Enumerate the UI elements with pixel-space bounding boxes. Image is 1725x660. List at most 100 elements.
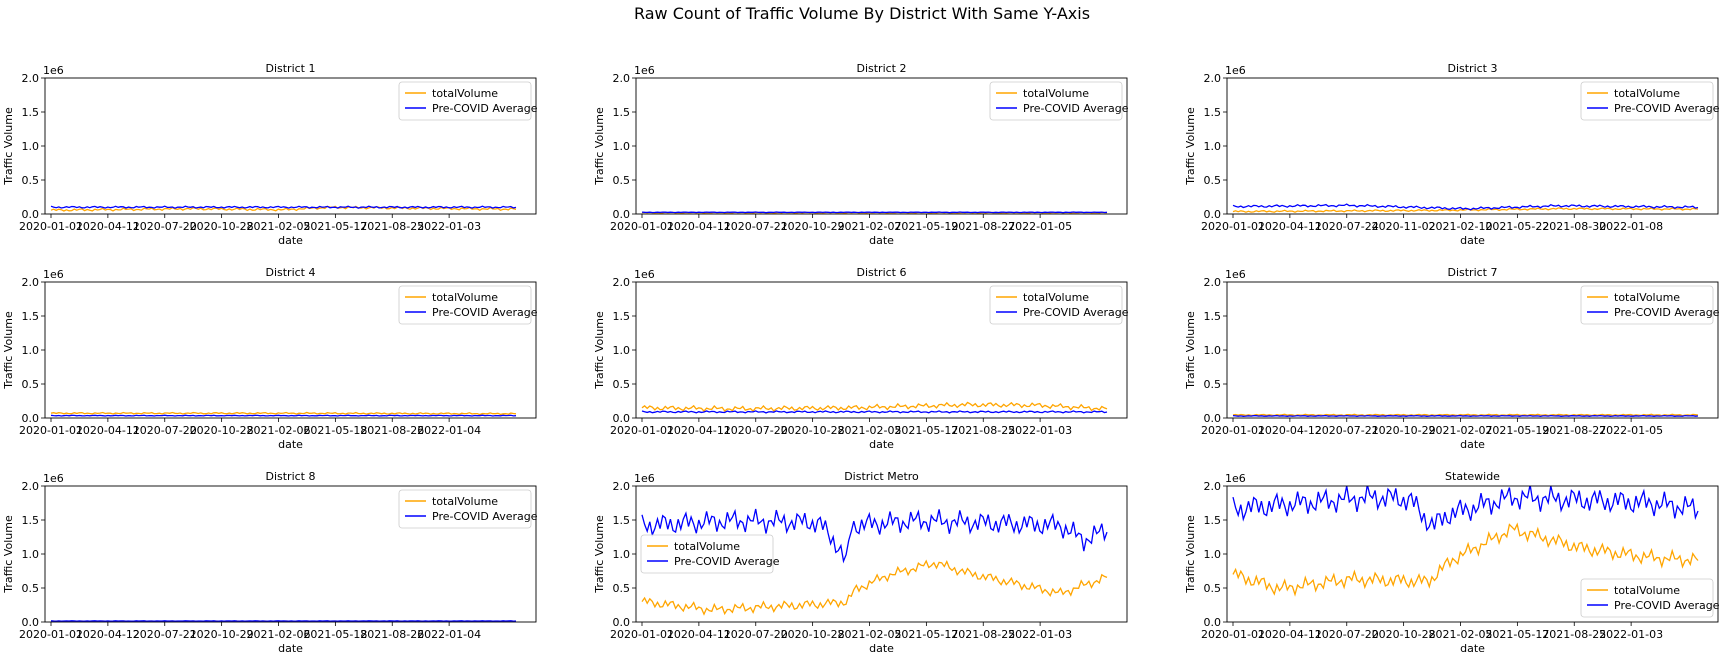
x-tick-label: 2020-01-01 bbox=[610, 628, 674, 641]
y-tick-label: 2.0 bbox=[22, 72, 40, 85]
y-tick-label: 1.5 bbox=[613, 310, 631, 323]
y-tick-label: 0.5 bbox=[22, 582, 40, 595]
y-tick-label: 0.0 bbox=[22, 616, 40, 629]
legend-box bbox=[398, 489, 532, 529]
subplot-title: District 1 bbox=[265, 62, 315, 75]
x-tick-label: 2020-01-01 bbox=[610, 424, 674, 437]
legend: totalVolume Pre-COVID Average bbox=[640, 534, 780, 574]
series-line bbox=[1232, 207, 1699, 213]
legend: totalVolume Pre-COVID Average bbox=[1580, 578, 1720, 618]
y-tick-label: 0.0 bbox=[22, 208, 40, 221]
x-tick-label: 2020-07-20 bbox=[724, 628, 788, 641]
subplot-title: District 7 bbox=[1447, 266, 1497, 279]
legend-label: totalVolume bbox=[432, 291, 498, 304]
legend-label: totalVolume bbox=[1023, 291, 1089, 304]
x-tick-label: 2020-04-12 bbox=[76, 628, 140, 641]
x-tick-label: 2022-01-04 bbox=[417, 424, 481, 437]
x-tick-label: 2020-07-21 bbox=[133, 628, 197, 641]
x-tick-label: 2020-07-20 bbox=[133, 220, 197, 233]
legend-label: Pre-COVID Average bbox=[1023, 306, 1129, 319]
y-tick-label: 2.0 bbox=[613, 480, 631, 493]
series-line bbox=[50, 205, 517, 209]
y-offset-label: 1e6 bbox=[1225, 64, 1246, 77]
subplot: District 60.00.51.01.52.01e62020-01-0120… bbox=[593, 266, 1129, 451]
y-offset-label: 1e6 bbox=[43, 472, 64, 485]
y-tick-label: 0.5 bbox=[613, 378, 631, 391]
y-tick-label: 1.0 bbox=[1204, 140, 1222, 153]
x-tick-label: 2020-10-28 bbox=[781, 424, 845, 437]
x-tick-label: 2021-08-27 bbox=[1542, 424, 1606, 437]
x-tick-label: 2021-02-06 bbox=[247, 628, 311, 641]
x-tick-label: 2020-10-28 bbox=[1372, 628, 1436, 641]
legend-label: Pre-COVID Average bbox=[432, 510, 538, 523]
y-offset-label: 1e6 bbox=[634, 472, 655, 485]
y-tick-label: 1.0 bbox=[613, 548, 631, 561]
subplot-title: District 4 bbox=[265, 266, 315, 279]
legend-label: Pre-COVID Average bbox=[1614, 306, 1720, 319]
x-tick-label: 2022-01-03 bbox=[1008, 424, 1072, 437]
y-tick-label: 0.5 bbox=[1204, 378, 1222, 391]
y-tick-label: 1.5 bbox=[1204, 310, 1222, 323]
legend-box bbox=[989, 285, 1123, 325]
x-tick-label: 2021-02-05 bbox=[247, 220, 311, 233]
x-tick-label: 2020-10-29 bbox=[190, 628, 254, 641]
legend: totalVolume Pre-COVID Average bbox=[989, 81, 1129, 121]
x-axis-label: date bbox=[278, 234, 303, 247]
legend: totalVolume Pre-COVID Average bbox=[398, 489, 538, 529]
x-tick-label: 2020-07-20 bbox=[724, 424, 788, 437]
x-tick-label: 2020-10-29 bbox=[781, 220, 845, 233]
x-axis-label: date bbox=[1460, 234, 1485, 247]
legend-label: totalVolume bbox=[1614, 584, 1680, 597]
x-tick-label: 2020-10-28 bbox=[190, 220, 254, 233]
legend-label: Pre-COVID Average bbox=[674, 555, 780, 568]
subplot-title: District 2 bbox=[856, 62, 906, 75]
y-axis-label: Traffic Volume bbox=[593, 515, 606, 594]
x-tick-label: 2021-08-25 bbox=[360, 220, 424, 233]
x-tick-label: 2021-08-27 bbox=[951, 220, 1015, 233]
x-tick-label: 2020-01-01 bbox=[1201, 220, 1265, 233]
x-tick-label: 2021-05-18 bbox=[303, 424, 367, 437]
series-line bbox=[641, 410, 1108, 414]
x-tick-label: 2022-01-05 bbox=[1008, 220, 1072, 233]
x-tick-label: 2021-02-05 bbox=[838, 628, 902, 641]
x-tick-label: 2021-05-19 bbox=[1485, 424, 1549, 437]
x-tick-label: 2022-01-08 bbox=[1599, 220, 1663, 233]
legend-label: Pre-COVID Average bbox=[1614, 599, 1720, 612]
legend-label: totalVolume bbox=[432, 87, 498, 100]
x-axis-label: date bbox=[278, 642, 303, 655]
series-line bbox=[641, 559, 1108, 616]
y-tick-label: 1.0 bbox=[1204, 548, 1222, 561]
x-tick-label: 2021-08-25 bbox=[1542, 628, 1606, 641]
x-tick-label: 2021-05-22 bbox=[1485, 220, 1549, 233]
series-line bbox=[641, 508, 1108, 564]
x-axis-label: date bbox=[869, 642, 894, 655]
y-tick-label: 1.5 bbox=[613, 106, 631, 119]
x-tick-label: 2020-01-01 bbox=[19, 628, 83, 641]
series-line bbox=[1232, 486, 1699, 532]
y-axis-label: Traffic Volume bbox=[2, 107, 15, 186]
y-offset-label: 1e6 bbox=[43, 268, 64, 281]
legend-label: totalVolume bbox=[1614, 87, 1680, 100]
legend-label: Pre-COVID Average bbox=[1023, 102, 1129, 115]
series-line bbox=[1232, 414, 1699, 418]
legend-label: totalVolume bbox=[1614, 291, 1680, 304]
y-tick-label: 2.0 bbox=[613, 72, 631, 85]
y-axis-label: Traffic Volume bbox=[593, 107, 606, 186]
y-tick-label: 1.0 bbox=[22, 140, 40, 153]
x-tick-label: 2020-10-28 bbox=[190, 424, 254, 437]
x-tick-label: 2021-05-18 bbox=[303, 628, 367, 641]
legend: totalVolume Pre-COVID Average bbox=[989, 285, 1129, 325]
subplot-title: District 6 bbox=[856, 266, 906, 279]
x-tick-label: 2020-04-11 bbox=[76, 220, 140, 233]
y-tick-label: 0.0 bbox=[22, 412, 40, 425]
x-tick-label: 2021-05-19 bbox=[894, 220, 958, 233]
subplot-title: District 3 bbox=[1447, 62, 1497, 75]
y-offset-label: 1e6 bbox=[43, 64, 64, 77]
x-tick-label: 2021-02-07 bbox=[838, 220, 902, 233]
x-tick-label: 2022-01-05 bbox=[1599, 424, 1663, 437]
y-offset-label: 1e6 bbox=[634, 268, 655, 281]
x-tick-label: 2022-01-03 bbox=[417, 220, 481, 233]
x-tick-label: 2021-05-17 bbox=[303, 220, 367, 233]
y-axis-label: Traffic Volume bbox=[593, 311, 606, 390]
